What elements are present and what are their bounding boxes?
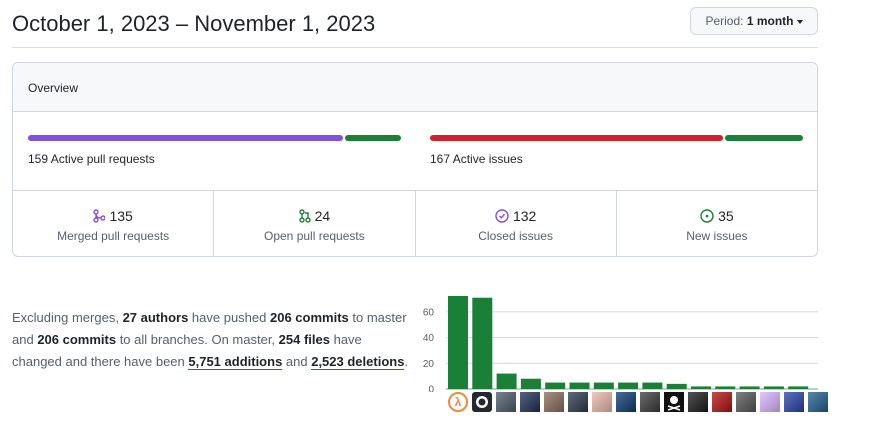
contributors-bar-chart: 0 20 40 60 [423,296,818,393]
additions-count: 5,751 additions [188,354,283,369]
y-tick-label: 40 [423,333,435,344]
new-issues-count: 35 [718,208,734,224]
period-select-button[interactable]: Period: 1 month [690,7,818,35]
contributor-bar[interactable] [666,383,687,389]
contributor-bar[interactable] [520,378,541,389]
period-value: 1 month [746,14,794,28]
avatar-11-icon[interactable] [688,392,708,412]
summary-text: to master and [12,310,407,347]
contributor-bar[interactable] [642,382,663,389]
y-tick-label: 60 [423,307,435,318]
avatar-4-icon[interactable] [520,392,540,412]
contributor-bar[interactable] [715,386,736,389]
commits-pushed-count: 206 commits [270,310,349,325]
avatar-5-icon[interactable] [544,392,564,412]
contributor-bar[interactable] [496,373,517,389]
avatar-15-icon[interactable] [784,392,804,412]
avatar-8-icon[interactable] [616,392,636,412]
avatar-13-icon[interactable] [736,392,756,412]
contributor-bar[interactable] [618,382,639,389]
commits-all-count: 206 commits [37,332,117,347]
open-pr-segment [345,135,401,141]
issues-bar[interactable] [430,135,803,141]
contributor-avatars: λ [448,392,828,412]
summary-text: Excluding merges, [12,310,123,325]
closed-issue-icon [495,209,509,223]
contributor-bar[interactable] [788,386,809,389]
deletions-link[interactable]: 2,523 deletions [311,354,405,370]
commit-summary: Excluding merges, 27 authors have pushed… [12,307,412,373]
contributor-bar[interactable] [472,297,493,389]
stat-open-prs[interactable]: 24 Open pull requests [214,191,416,256]
avatar-12-icon[interactable] [712,392,732,412]
contributor-bar[interactable] [448,296,468,389]
avatar-7-icon[interactable] [592,392,612,412]
deletions-count: 2,523 deletions [311,354,405,369]
contributor-bar[interactable] [739,386,760,389]
summary-text: and [282,354,312,369]
avatar-16-icon[interactable] [808,392,828,412]
github-avatar-icon[interactable] [472,392,492,412]
y-tick-label: 0 [428,385,434,393]
stat-merged-prs[interactable]: 135 Merged pull requests [13,191,215,256]
overview-stats: 135 Merged pull requests 24 Open pull re… [13,191,817,256]
avatar-3-icon[interactable] [496,392,516,412]
open-pr-label: Open pull requests [264,229,365,243]
lambda-avatar-icon[interactable]: λ [448,392,468,412]
page-header: October 1, 2023 – November 1, 2023 Perio… [12,0,818,48]
overview-bars: 159 Active pull requests 167 Active issu… [13,112,817,191]
contributor-bar[interactable] [763,386,784,389]
new-issues-label: New issues [686,229,748,243]
summary-text: to all branches. On master, [116,332,279,347]
avatar-6-icon[interactable] [568,392,588,412]
overview-title: Overview [28,81,79,95]
new-issue-icon [700,209,714,223]
summary-text: have changed and there have been [12,332,362,369]
merged-pr-label: Merged pull requests [57,229,170,243]
overview-box: Overview 159 Active pull requests 167 Ac… [12,62,818,257]
merged-pr-icon [93,209,107,223]
active-issues-label[interactable]: 167 Active issues [430,152,523,166]
merged-pr-count: 135 [109,208,133,224]
new-issues-segment [725,135,803,141]
caret-down-icon [796,19,803,24]
avatar-9-icon[interactable] [640,392,660,412]
overview-header: Overview [13,63,817,112]
summary-text: . [404,354,409,369]
closed-issues-segment [430,135,723,141]
merged-pr-segment [28,135,343,141]
pull-requests-bar[interactable] [28,135,401,141]
period-prefix: Period: [705,14,744,28]
open-pr-count: 24 [314,208,331,224]
y-tick-label: 20 [423,359,435,370]
pirate-avatar-icon[interactable] [664,392,684,412]
stat-new-issues[interactable]: 35 New issues [617,191,817,256]
avatar-14-icon[interactable] [760,392,780,412]
additions-link[interactable]: 5,751 additions [188,354,283,370]
active-pull-requests-label[interactable]: 159 Active pull requests [28,152,155,166]
contributor-bar[interactable] [569,382,590,389]
files-count: 254 files [278,332,330,347]
closed-issues-label: Closed issues [478,229,553,243]
summary-text: have pushed [188,310,270,325]
contributor-bar[interactable] [545,382,566,389]
open-pr-icon [298,209,311,223]
authors-count: 27 authors [122,310,189,325]
stat-closed-issues[interactable]: 132 Closed issues [416,191,617,256]
closed-issues-count: 132 [512,208,537,224]
date-range-title: October 1, 2023 – November 1, 2023 [12,11,376,36]
contributor-bar[interactable] [691,386,711,389]
contributor-bar[interactable] [593,382,614,389]
